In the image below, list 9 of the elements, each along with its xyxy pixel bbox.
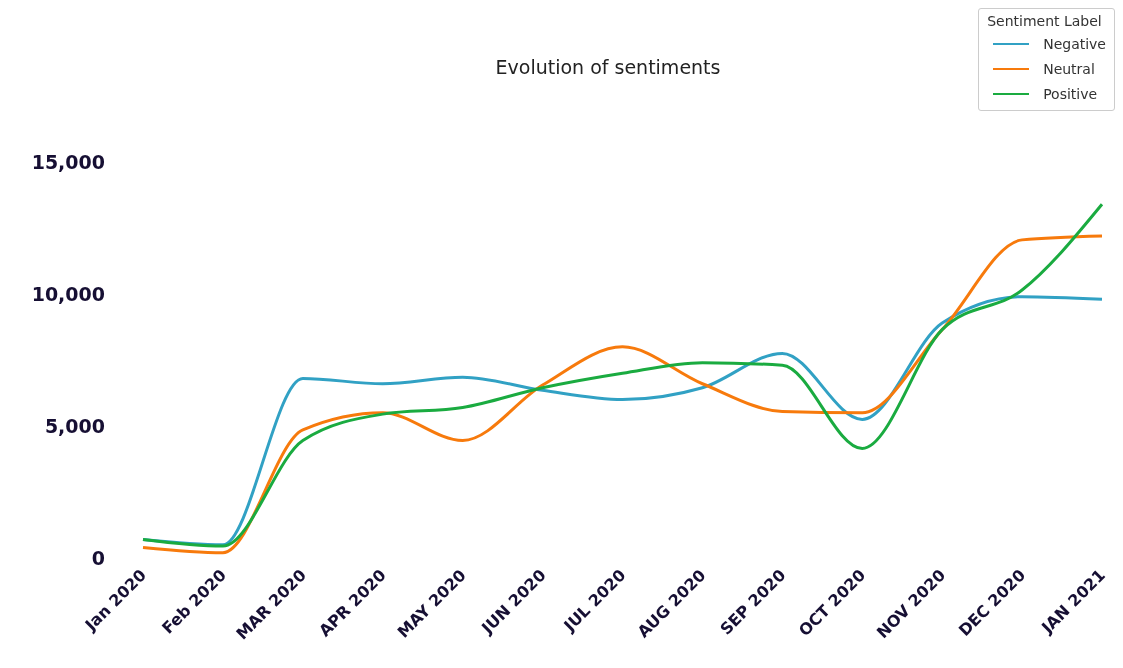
chart-title: Evolution of sentiments bbox=[495, 56, 721, 78]
y-tick-label: 5,000 bbox=[44, 414, 105, 437]
legend-label: Negative bbox=[1043, 35, 1106, 52]
y-tick-label: 10,000 bbox=[31, 282, 105, 305]
legend-label: Positive bbox=[1043, 85, 1098, 102]
y-tick-label: 0 bbox=[91, 546, 105, 569]
legend-title: Sentiment Label bbox=[987, 13, 1103, 29]
y-tick-label: 15,000 bbox=[31, 150, 105, 173]
legend-label: Neutral bbox=[1043, 60, 1095, 77]
